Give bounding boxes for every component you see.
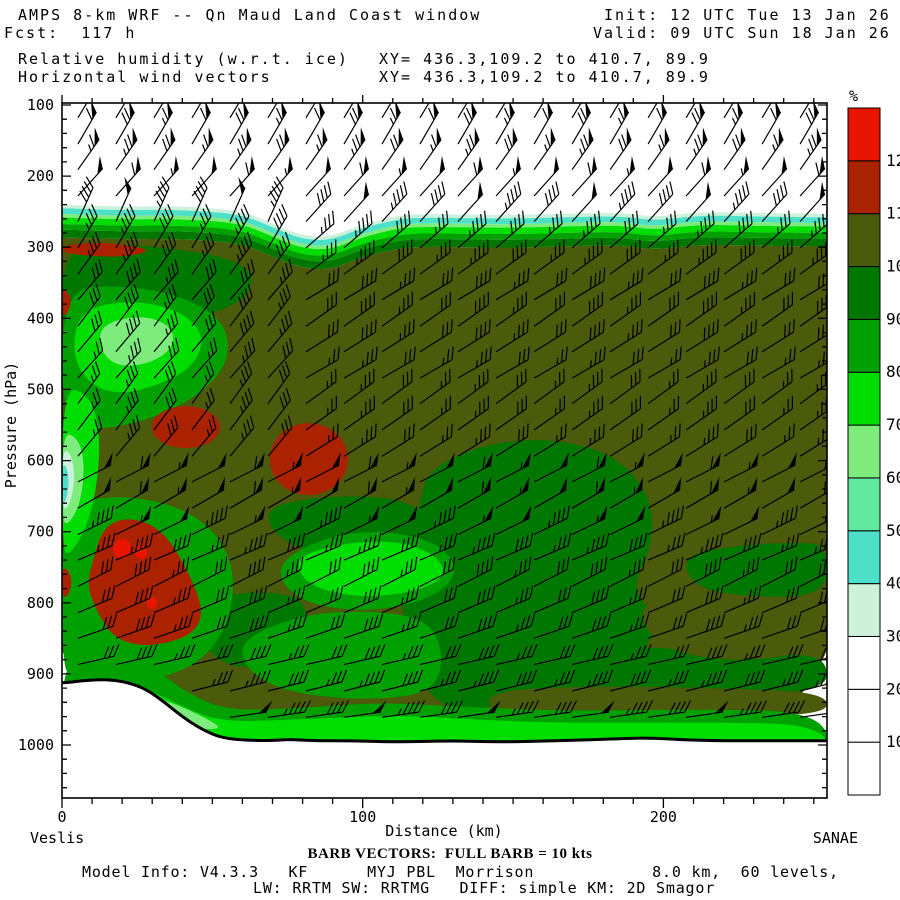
y-tick-label: 500: [27, 380, 54, 398]
wind-xy-extent: XY= 436.3,109.2 to 410.7, 89.9: [379, 68, 710, 86]
y-tick-label: 200: [27, 167, 54, 185]
colorbar-tick-label: 40: [886, 574, 900, 593]
colorbar-tick-label: 80: [886, 362, 900, 381]
field-name-wind: Horizontal wind vectors: [18, 68, 272, 86]
wind-barbs-layer: [77, 103, 827, 718]
colorbar-tick-label: 30: [886, 627, 900, 646]
x-tick-label: 200: [650, 808, 677, 826]
y-tick-label: 300: [27, 238, 54, 256]
x-tick-label: 0: [57, 808, 66, 826]
field-name-rh: Relative humidity (w.r.t. ice): [18, 50, 349, 68]
title-model-window: AMPS 8-km WRF -- Qn Maud Land Coast wind…: [18, 6, 482, 24]
axes-layer: 0 100 200 100 200 300 400 500 600 700 800 900 1000: [18, 95, 828, 826]
colorbar-unit-label: %: [849, 87, 858, 105]
terrain-layer: [62, 678, 827, 798]
valid-time: Valid: 09 UTC Sun 18 Jan 26: [593, 24, 891, 42]
colorbar: 10 20 30 40 50 60 70 80 90 100 110 120: [847, 107, 900, 796]
right-station-label: SANAE: [813, 829, 858, 847]
colorbar-tick-label: 110: [886, 204, 900, 223]
rh-xy-extent: XY= 436.3,109.2 to 410.7, 89.9: [379, 50, 710, 68]
y-tick-label: 400: [27, 309, 54, 327]
y-tick-label: 600: [27, 452, 54, 470]
y-tick-label: 800: [27, 594, 54, 612]
y-tick-label: 1000: [18, 736, 54, 754]
y-tick-label: 100: [27, 96, 54, 114]
colorbar-tick-label: 120: [886, 151, 900, 170]
barb-legend-note: BARB VECTORS: FULL BARB = 10 kts: [307, 846, 593, 862]
colorbar-tick-label: 20: [886, 679, 900, 698]
x-axis-label: Distance (km): [385, 822, 502, 840]
y-tick-label: 900: [27, 665, 54, 683]
colorbar-tick-label: 10: [886, 732, 900, 751]
colorbar-tick-label: 90: [886, 309, 900, 328]
physics-info-line: LW: RRTM SW: RRTMG DIFF: simple KM: 2D S…: [253, 879, 716, 897]
forecast-hour: Fcst: 117 h: [4, 24, 137, 42]
model-info-line: Model Info: V4.3.3 KF MYJ PBL Morrison 8…: [82, 863, 839, 881]
y-tick-label: 700: [27, 523, 54, 541]
colorbar-tick-label: 50: [886, 521, 900, 540]
colorbar-tick-label: 60: [886, 468, 900, 487]
colorbar-tick-label: 100: [886, 257, 900, 276]
colorbar-tick-label: 70: [886, 415, 900, 434]
init-time: Init: 12 UTC Tue 13 Jan 26: [604, 6, 891, 24]
left-station-label: Veslis: [30, 829, 84, 847]
y-axis-label: Pressure (hPa): [2, 362, 20, 488]
x-tick-label: 100: [349, 808, 376, 826]
